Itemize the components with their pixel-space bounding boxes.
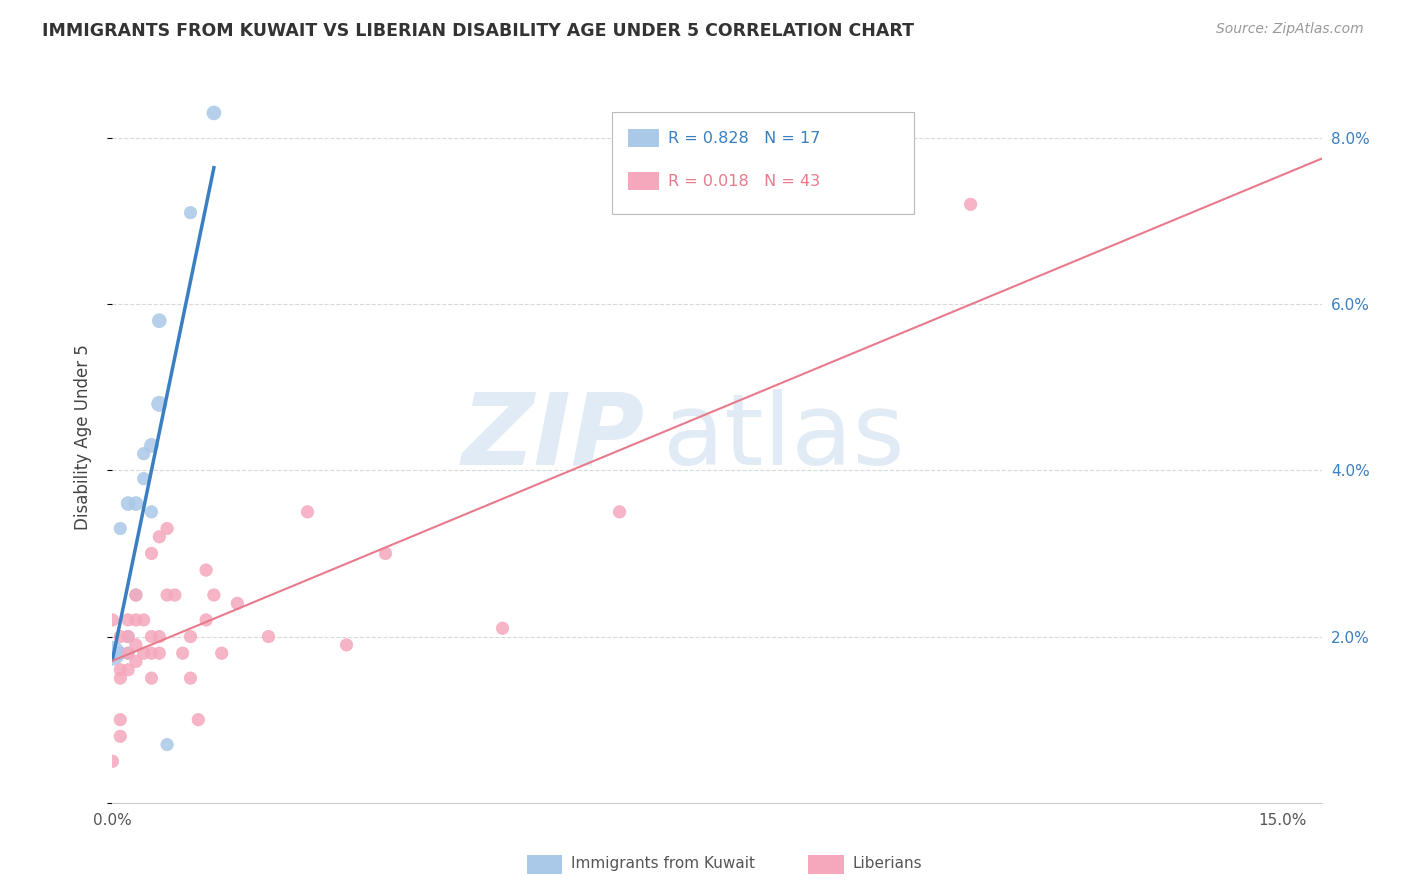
Point	[141, 646, 163, 660]
Point	[110, 729, 132, 743]
Point	[148, 630, 170, 644]
Point	[141, 546, 163, 560]
Point	[117, 630, 139, 644]
Point	[187, 713, 209, 727]
Point	[297, 505, 319, 519]
Point	[117, 663, 139, 677]
Point	[491, 621, 513, 635]
Text: atlas: atlas	[662, 389, 904, 485]
Point	[101, 613, 124, 627]
Point	[156, 588, 179, 602]
Point	[132, 472, 155, 486]
Y-axis label: Disability Age Under 5: Disability Age Under 5	[73, 344, 91, 530]
Point	[110, 646, 132, 660]
Point	[202, 588, 225, 602]
Point	[141, 671, 163, 685]
Point	[195, 563, 218, 577]
Point	[959, 197, 981, 211]
Point	[163, 588, 186, 602]
Point	[101, 646, 124, 660]
Text: Source: ZipAtlas.com: Source: ZipAtlas.com	[1216, 22, 1364, 37]
Point	[179, 205, 201, 219]
Point	[609, 505, 631, 519]
Point	[110, 671, 132, 685]
Point	[148, 397, 170, 411]
Point	[179, 671, 201, 685]
Point	[125, 588, 148, 602]
Text: IMMIGRANTS FROM KUWAIT VS LIBERIAN DISABILITY AGE UNDER 5 CORRELATION CHART: IMMIGRANTS FROM KUWAIT VS LIBERIAN DISAB…	[42, 22, 914, 40]
Point	[141, 505, 163, 519]
Text: ZIP: ZIP	[461, 389, 644, 485]
Point	[132, 646, 155, 660]
Point	[148, 646, 170, 660]
Point	[335, 638, 357, 652]
Point	[101, 754, 124, 768]
Point	[125, 638, 148, 652]
Text: Liberians: Liberians	[852, 856, 922, 871]
Point	[110, 521, 132, 535]
Point	[117, 613, 139, 627]
Point	[141, 630, 163, 644]
Point	[110, 630, 132, 644]
Point	[117, 646, 139, 660]
Text: R = 0.828   N = 17: R = 0.828 N = 17	[668, 131, 820, 145]
Point	[226, 596, 249, 610]
Point	[125, 613, 148, 627]
Point	[257, 630, 280, 644]
Point	[172, 646, 194, 660]
Point	[148, 314, 170, 328]
Point	[110, 713, 132, 727]
Point	[125, 588, 148, 602]
Point	[125, 655, 148, 669]
Point	[117, 646, 139, 660]
Point	[374, 546, 396, 560]
Point	[110, 663, 132, 677]
Point	[179, 630, 201, 644]
Point	[156, 738, 179, 752]
Text: Immigrants from Kuwait: Immigrants from Kuwait	[571, 856, 755, 871]
Point	[125, 497, 148, 511]
Point	[156, 521, 179, 535]
Point	[148, 530, 170, 544]
Point	[195, 613, 218, 627]
Point	[141, 438, 163, 452]
Point	[132, 447, 155, 461]
Point	[202, 106, 225, 120]
Point	[132, 613, 155, 627]
Text: R = 0.018   N = 43: R = 0.018 N = 43	[668, 174, 820, 188]
Point	[117, 630, 139, 644]
Point	[211, 646, 233, 660]
Point	[117, 497, 139, 511]
